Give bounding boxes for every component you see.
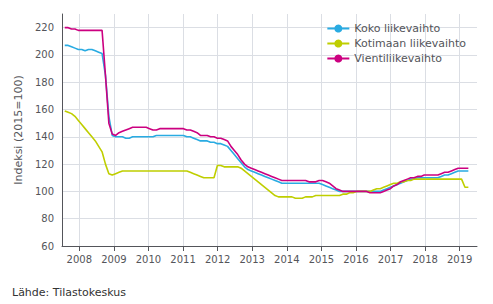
svg-text:2016: 2016 [343,254,368,265]
svg-text:2010: 2010 [136,254,161,265]
svg-text:2019: 2019 [447,254,472,265]
svg-text:120: 120 [35,159,54,170]
svg-text:60: 60 [41,241,54,252]
svg-text:2013: 2013 [239,254,264,265]
svg-text:Kotimaan liikevaihto: Kotimaan liikevaihto [354,37,466,50]
svg-text:2015: 2015 [309,254,334,265]
svg-text:80: 80 [41,213,54,224]
svg-text:200: 200 [35,49,54,60]
svg-text:Koko liikevaihto: Koko liikevaihto [354,22,440,35]
svg-text:2012: 2012 [205,254,230,265]
svg-text:220: 220 [35,22,54,33]
svg-text:2017: 2017 [378,254,403,265]
svg-text:2011: 2011 [170,254,195,265]
svg-text:2018: 2018 [412,254,437,265]
svg-text:100: 100 [35,186,54,197]
svg-text:2009: 2009 [101,254,126,265]
svg-text:2014: 2014 [274,254,299,265]
svg-text:Vientiliikevaihto: Vientiliikevaihto [354,52,442,65]
svg-text:140: 140 [35,131,54,142]
svg-text:2008: 2008 [67,254,92,265]
svg-text:180: 180 [35,77,54,88]
svg-text:160: 160 [35,104,54,115]
svg-text:Lähde: Tilastokeskus: Lähde: Tilastokeskus [12,286,126,299]
svg-text:Indeksi (2015=100): Indeksi (2015=100) [12,75,25,184]
